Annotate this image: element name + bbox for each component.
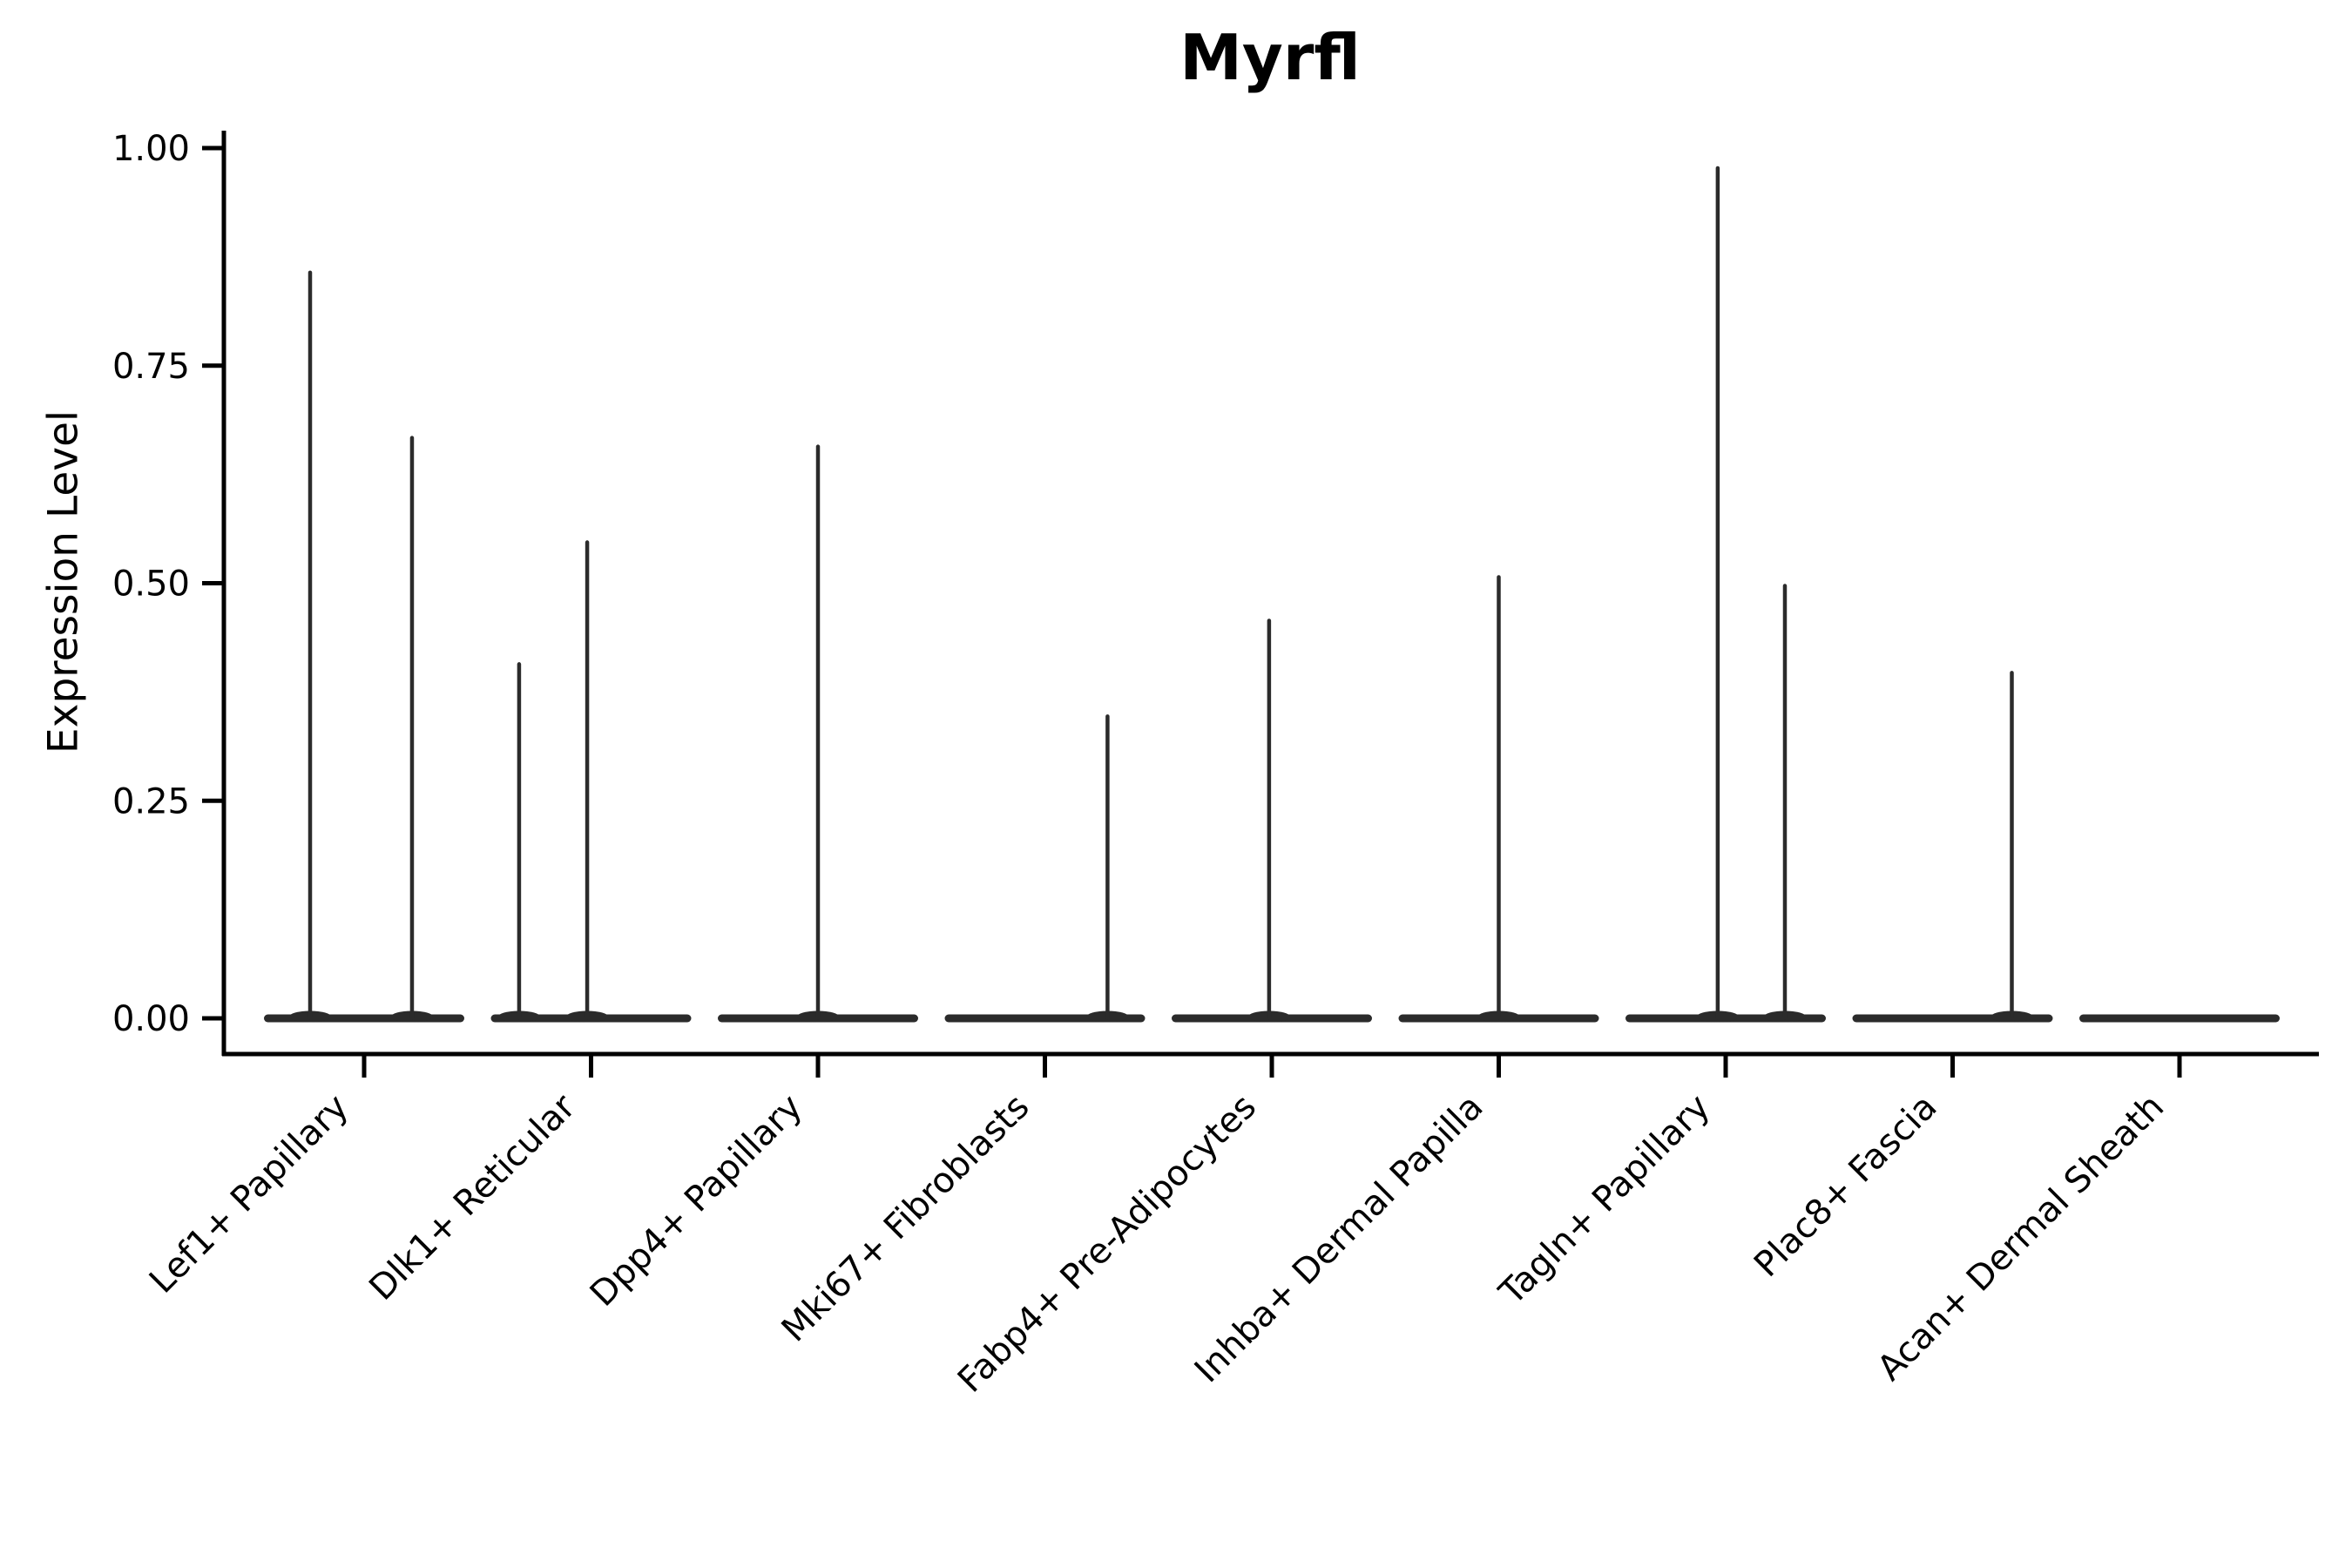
y-tick-label: 0.50 bbox=[112, 564, 190, 605]
x-tick-label: Tagln+ Papillary bbox=[1491, 1087, 1718, 1314]
x-tick-label: Plac8+ Fascia bbox=[1747, 1087, 1945, 1286]
plot-title: Myrfl bbox=[1179, 21, 1361, 94]
violin-baseline bbox=[2079, 1014, 2280, 1023]
x-tick-label: Lef1+ Papillary bbox=[142, 1087, 356, 1301]
x-tick-label: Dlk1+ Reticular bbox=[362, 1086, 584, 1308]
y-tick-label: 0.00 bbox=[112, 999, 190, 1039]
y-tick-label: 0.25 bbox=[112, 781, 190, 821]
x-tick-label: Dpp4+ Papillary bbox=[583, 1087, 810, 1315]
x-tick-label: Mki67+ Fibroblasts bbox=[774, 1087, 1037, 1350]
y-tick-label: 0.75 bbox=[112, 347, 190, 387]
y-tick-label: 1.00 bbox=[112, 129, 190, 169]
